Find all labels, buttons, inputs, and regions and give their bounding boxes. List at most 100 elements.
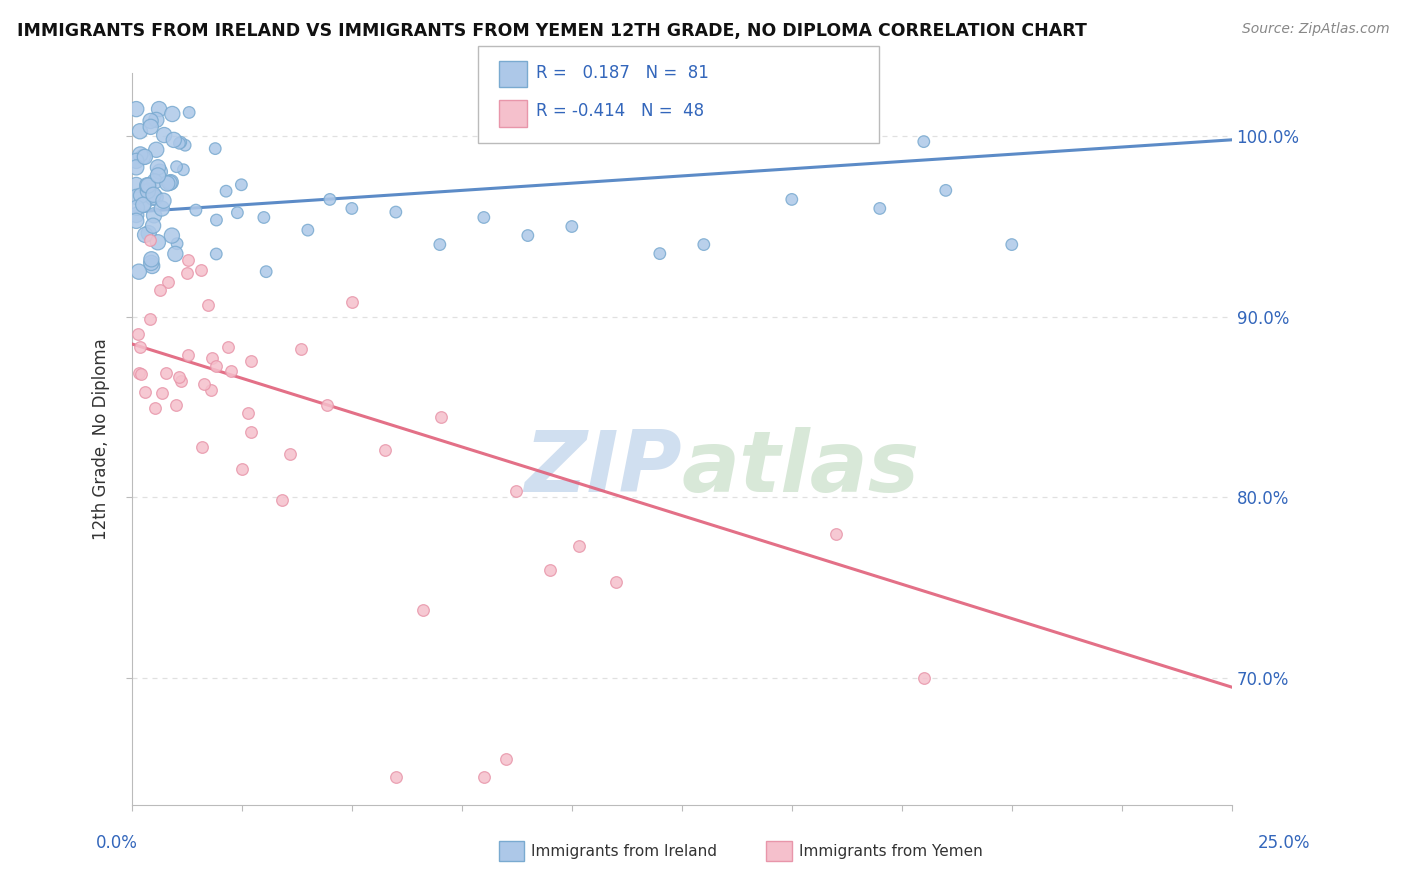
Point: [143, 174, 166, 188]
Y-axis label: 12th Grade, No Diploma: 12th Grade, No Diploma: [93, 338, 110, 540]
Point: [179, 105, 201, 120]
Point: [138, 226, 160, 240]
Point: [495, 752, 517, 766]
Point: [869, 202, 891, 216]
Point: [177, 252, 200, 267]
Point: [136, 178, 159, 193]
Point: [505, 484, 527, 499]
Point: [648, 246, 671, 260]
Point: [170, 374, 193, 388]
Point: [125, 201, 148, 215]
Point: [197, 298, 219, 312]
Point: [134, 385, 156, 400]
Point: [205, 247, 228, 261]
Point: [780, 193, 803, 207]
Point: [172, 162, 194, 177]
Point: [136, 180, 159, 194]
Point: [136, 178, 159, 193]
Point: [149, 165, 172, 179]
Point: [219, 364, 242, 378]
Point: [141, 259, 163, 273]
Point: [125, 214, 148, 228]
Point: [538, 563, 561, 577]
Point: [205, 213, 228, 227]
Point: [142, 187, 165, 202]
Point: [204, 359, 226, 374]
Point: [236, 406, 259, 420]
Point: [177, 348, 200, 362]
Point: [430, 410, 453, 425]
Point: [239, 354, 262, 368]
Point: [146, 169, 169, 183]
Point: [150, 385, 173, 400]
Point: [160, 228, 183, 243]
Point: [239, 425, 262, 440]
Point: [139, 311, 162, 326]
Point: [912, 671, 935, 685]
Point: [125, 161, 148, 175]
Point: [472, 211, 495, 225]
Point: [201, 351, 224, 366]
Point: [163, 133, 186, 147]
Point: [156, 177, 179, 191]
Point: [125, 102, 148, 116]
Point: [340, 294, 363, 309]
Text: R = -0.414   N =  48: R = -0.414 N = 48: [536, 103, 704, 120]
Text: atlas: atlas: [682, 426, 920, 509]
Point: [174, 138, 197, 153]
Point: [125, 178, 148, 192]
Point: [190, 262, 212, 277]
Point: [129, 341, 152, 355]
Point: [184, 203, 207, 218]
Point: [254, 265, 277, 279]
Point: [315, 398, 337, 412]
Point: [166, 236, 188, 251]
Point: [146, 161, 169, 175]
Text: ZIP: ZIP: [524, 426, 682, 509]
Point: [204, 142, 226, 156]
Point: [912, 135, 935, 149]
Point: [561, 219, 583, 234]
Point: [125, 190, 148, 204]
Point: [146, 235, 169, 250]
Point: [935, 183, 957, 197]
Text: 0.0%: 0.0%: [96, 834, 138, 852]
Point: [169, 136, 191, 151]
Point: [132, 150, 155, 164]
Point: [139, 120, 162, 134]
Point: [153, 128, 176, 142]
Point: [385, 771, 408, 785]
Point: [290, 342, 312, 356]
Point: [142, 219, 165, 233]
Point: [385, 205, 408, 219]
Point: [149, 283, 172, 297]
Point: [374, 442, 396, 457]
Point: [1001, 237, 1024, 252]
Text: R =   0.187   N =  81: R = 0.187 N = 81: [536, 64, 709, 82]
Point: [170, 135, 193, 149]
Point: [226, 205, 249, 219]
Point: [217, 340, 239, 354]
Point: [166, 160, 188, 174]
Point: [125, 153, 148, 168]
Point: [134, 227, 156, 242]
Point: [157, 275, 180, 289]
Point: [280, 447, 302, 461]
Point: [155, 366, 177, 380]
Text: 25.0%: 25.0%: [1258, 834, 1310, 852]
Point: [231, 178, 253, 192]
Point: [143, 401, 166, 415]
Point: [141, 252, 163, 267]
Point: [129, 188, 152, 202]
Point: [141, 256, 163, 270]
Point: [412, 603, 434, 617]
Point: [125, 208, 148, 222]
Point: [129, 368, 152, 382]
Point: [200, 383, 222, 397]
Point: [824, 526, 846, 541]
Point: [605, 575, 627, 590]
Point: [271, 492, 294, 507]
Point: [132, 196, 155, 211]
Point: [193, 376, 215, 391]
Point: [472, 771, 495, 785]
